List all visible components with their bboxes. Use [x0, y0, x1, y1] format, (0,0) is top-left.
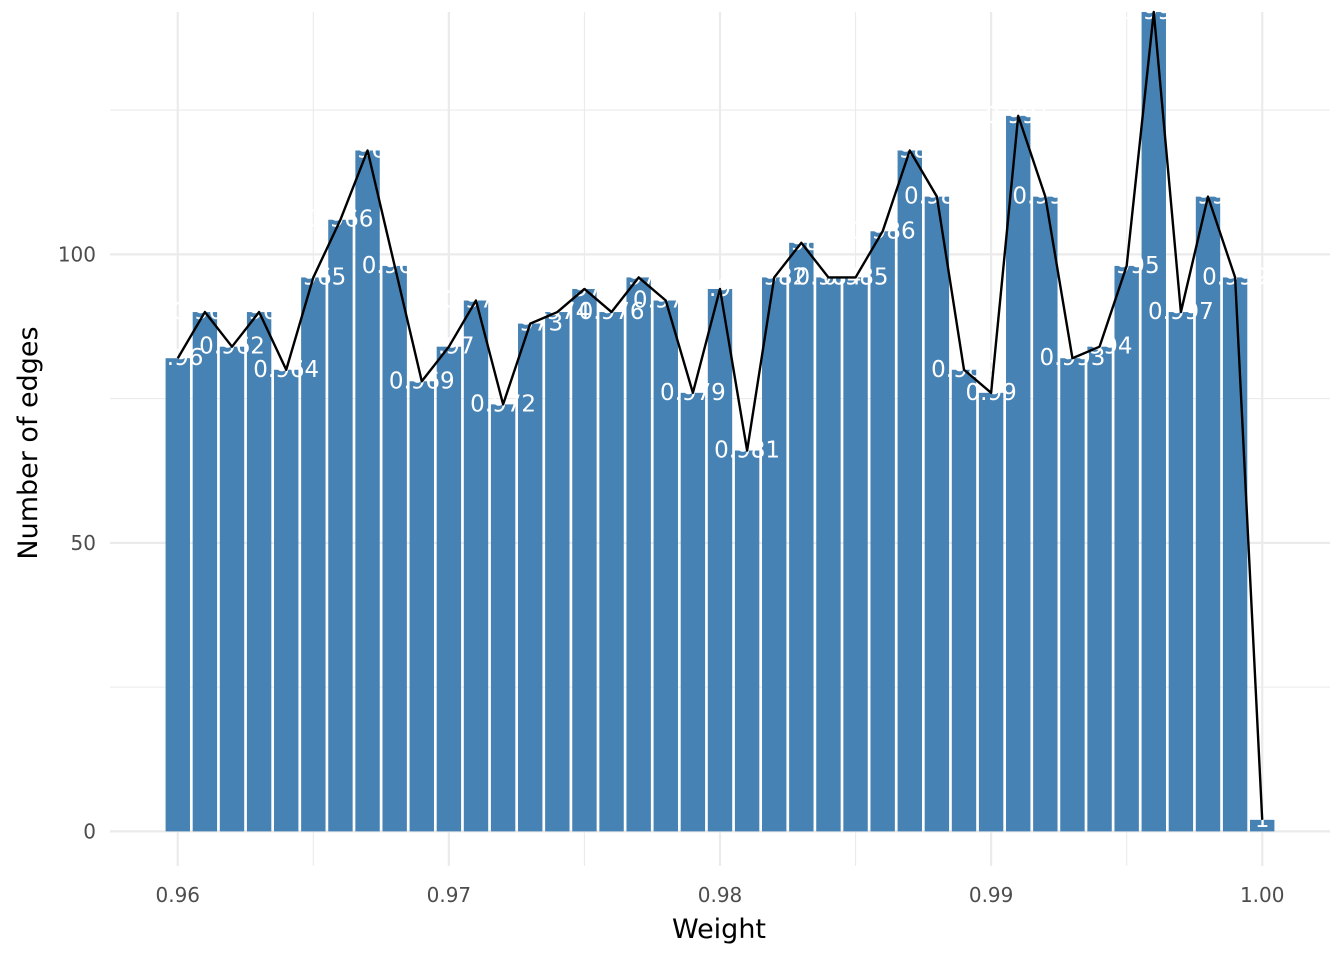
bar — [518, 323, 543, 832]
bar — [572, 288, 597, 832]
bar — [789, 242, 814, 832]
x-tick-label: 0.99 — [969, 883, 1014, 907]
bar — [219, 346, 245, 832]
bar — [1087, 346, 1112, 832]
bar — [816, 277, 841, 832]
bar — [680, 392, 706, 832]
bar — [409, 381, 434, 832]
bar — [1168, 312, 1194, 832]
y-tick-label: 100 — [58, 242, 96, 266]
line-overlay — [176, 10, 1264, 820]
bar — [626, 277, 651, 832]
bar — [924, 196, 950, 832]
bar — [274, 369, 299, 832]
bar — [545, 312, 570, 832]
bar — [734, 450, 760, 832]
bar — [707, 288, 733, 832]
bar — [246, 312, 272, 832]
bar — [355, 150, 380, 832]
bar — [192, 312, 218, 832]
bars — [165, 12, 1275, 832]
y-axis-title: Number of edges — [13, 326, 44, 559]
bar — [328, 219, 353, 832]
x-tick-label: 0.96 — [156, 883, 201, 907]
bar — [653, 300, 678, 832]
x-tick-label: 0.98 — [698, 883, 743, 907]
x-axis-title: Weight — [672, 914, 766, 945]
bar — [490, 404, 516, 832]
bar — [301, 277, 326, 832]
bar — [1250, 819, 1275, 832]
bar — [1222, 277, 1248, 832]
bar — [1195, 196, 1221, 832]
overlay-line — [176, 10, 1264, 820]
x-tick-label: 0.97 — [427, 883, 472, 907]
bar — [1141, 12, 1166, 832]
bar — [463, 300, 489, 832]
bar — [1033, 196, 1058, 832]
y-axis-ticks: 0 50 100 — [58, 242, 96, 843]
bar — [762, 277, 787, 832]
bar — [978, 392, 1004, 832]
bar — [1006, 115, 1031, 832]
bar — [870, 231, 895, 832]
bar — [436, 346, 462, 832]
bar — [1114, 265, 1139, 832]
bar — [951, 369, 977, 832]
bar — [165, 358, 190, 832]
bar — [599, 312, 624, 832]
x-tick-label: 1.00 — [1240, 883, 1285, 907]
bar — [382, 265, 407, 832]
bar — [1060, 358, 1085, 832]
x-axis-ticks: 0.96 0.97 0.98 0.99 1.00 — [156, 883, 1285, 907]
y-tick-label: 50 — [71, 531, 96, 555]
bar — [843, 277, 868, 832]
bar — [897, 150, 922, 832]
y-tick-label: 0 — [83, 819, 96, 843]
